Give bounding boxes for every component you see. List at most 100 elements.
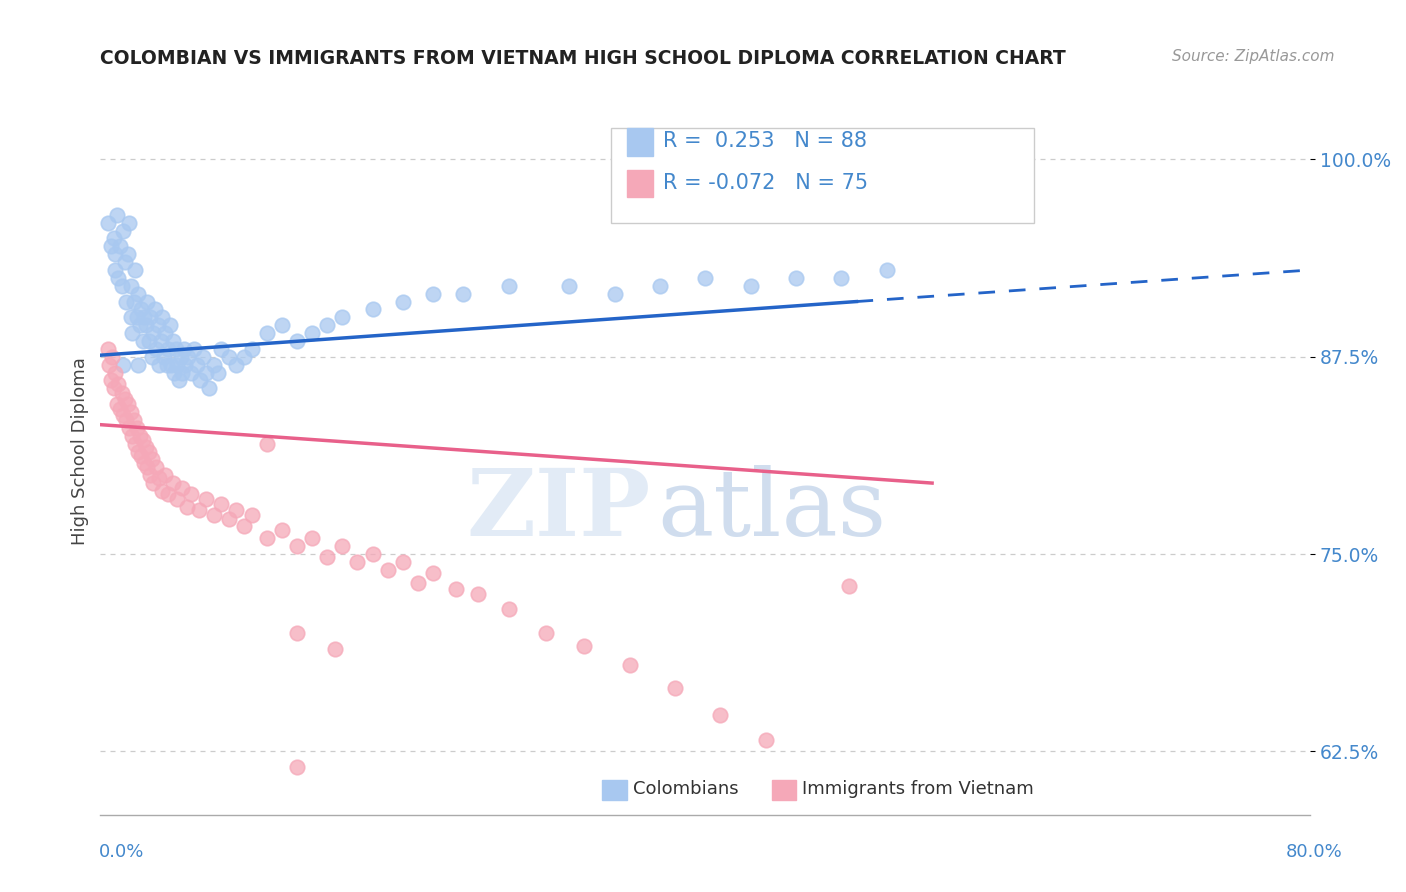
Point: [444, 582, 467, 596]
Point: [124, 436, 146, 450]
Point: [142, 326, 165, 340]
Point: [105, 397, 128, 411]
FancyBboxPatch shape: [772, 780, 796, 800]
Point: [165, 342, 187, 356]
Point: [112, 358, 135, 372]
Point: [173, 342, 195, 356]
Point: [162, 334, 184, 348]
Point: [218, 350, 240, 364]
Point: [240, 508, 263, 522]
Point: [187, 503, 209, 517]
Point: [209, 497, 232, 511]
Point: [129, 449, 152, 463]
Point: [422, 566, 444, 580]
Point: [120, 278, 142, 293]
Point: [270, 318, 292, 333]
Point: [146, 318, 169, 333]
Point: [114, 392, 136, 407]
Point: [225, 358, 247, 372]
Point: [207, 366, 229, 380]
Point: [330, 539, 353, 553]
Point: [256, 436, 278, 450]
Point: [122, 294, 145, 309]
Point: [98, 358, 121, 372]
Point: [117, 397, 139, 411]
Point: [183, 342, 205, 356]
Point: [162, 476, 184, 491]
Point: [498, 278, 520, 293]
Point: [391, 555, 413, 569]
Y-axis label: High School Diploma: High School Diploma: [72, 358, 89, 545]
Point: [193, 350, 215, 364]
Point: [574, 639, 596, 653]
Point: [301, 326, 323, 340]
Point: [117, 247, 139, 261]
Point: [361, 302, 384, 317]
Point: [125, 421, 148, 435]
Point: [134, 456, 156, 470]
Point: [330, 310, 353, 325]
Text: 0.0%: 0.0%: [98, 843, 143, 861]
Point: [202, 508, 225, 522]
Point: [176, 500, 198, 514]
Point: [125, 310, 148, 325]
Point: [121, 428, 143, 442]
Text: Source: ZipAtlas.com: Source: ZipAtlas.com: [1171, 48, 1334, 63]
Point: [100, 374, 122, 388]
Point: [149, 334, 172, 348]
Point: [163, 366, 186, 380]
Point: [127, 358, 149, 372]
Point: [209, 342, 232, 356]
Point: [124, 263, 146, 277]
Point: [148, 471, 170, 485]
Text: atlas: atlas: [657, 465, 886, 555]
FancyBboxPatch shape: [627, 128, 654, 156]
Point: [139, 310, 162, 325]
Point: [166, 491, 188, 506]
Point: [155, 326, 177, 340]
Point: [107, 271, 129, 285]
Point: [105, 208, 128, 222]
Point: [285, 626, 308, 640]
Point: [664, 681, 686, 696]
Point: [301, 532, 323, 546]
Point: [159, 318, 181, 333]
Point: [195, 366, 218, 380]
Point: [135, 440, 157, 454]
Point: [97, 216, 120, 230]
Point: [104, 263, 127, 277]
Point: [141, 452, 163, 467]
Point: [108, 401, 131, 416]
Point: [112, 408, 135, 422]
Text: R =  0.253   N = 88: R = 0.253 N = 88: [662, 131, 868, 152]
Point: [104, 247, 127, 261]
Point: [136, 460, 159, 475]
Text: COLOMBIAN VS IMMIGRANTS FROM VIETNAM HIGH SCHOOL DIPLOMA CORRELATION CHART: COLOMBIAN VS IMMIGRANTS FROM VIETNAM HIG…: [100, 48, 1066, 68]
Point: [377, 563, 399, 577]
Point: [166, 358, 188, 372]
Point: [138, 334, 160, 348]
Point: [169, 350, 191, 364]
Point: [285, 334, 308, 348]
Point: [120, 310, 142, 325]
Point: [127, 444, 149, 458]
Point: [188, 374, 211, 388]
Point: [118, 421, 141, 435]
Point: [139, 468, 162, 483]
Point: [740, 278, 762, 293]
Point: [558, 278, 581, 293]
Point: [118, 216, 141, 230]
Point: [233, 350, 256, 364]
Point: [240, 342, 263, 356]
Point: [136, 294, 159, 309]
Point: [120, 405, 142, 419]
Point: [115, 413, 138, 427]
Point: [198, 381, 221, 395]
Point: [142, 476, 165, 491]
Point: [498, 602, 520, 616]
Point: [233, 518, 256, 533]
Point: [103, 231, 125, 245]
Point: [830, 271, 852, 285]
Point: [391, 294, 413, 309]
Point: [121, 326, 143, 340]
